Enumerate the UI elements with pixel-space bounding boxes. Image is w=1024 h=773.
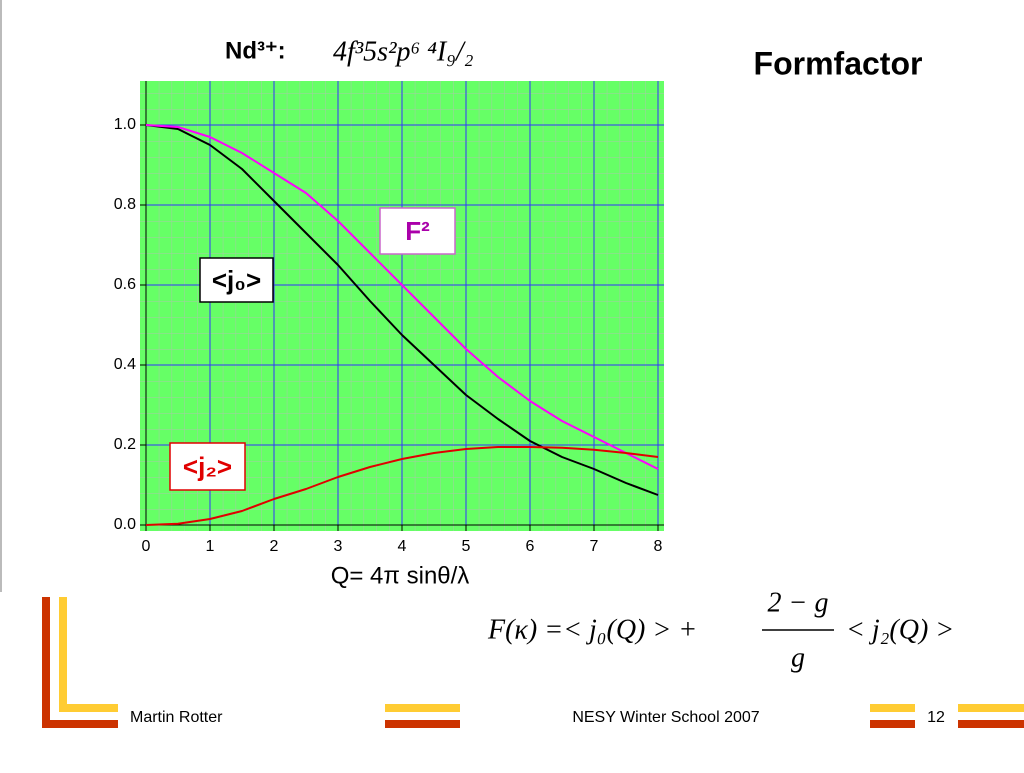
formula-rhs: < j₂(Q) > — [846, 614, 954, 645]
legend-box — [199, 257, 274, 303]
deco-bar — [870, 704, 915, 712]
chart-subtitle: 4f³5s²p⁶ ⁴I₉/₂ — [333, 36, 474, 67]
deco-bar — [42, 597, 50, 728]
x-tick-label: 1 — [206, 538, 215, 555]
formula-lhs: F(κ) =< j₀(Q) > + — [487, 614, 697, 645]
x-tick-label: 6 — [526, 538, 535, 555]
y-tick-label: 0.0 — [114, 516, 136, 533]
y-tick-label: 0.6 — [114, 276, 136, 293]
y-tick-label: 0.2 — [114, 436, 136, 453]
x-axis-label: Q= 4π sinθ/λ — [331, 562, 470, 589]
decoration — [42, 597, 1024, 728]
deco-bar — [59, 704, 118, 712]
footer-event: NESY Winter School 2007 — [572, 709, 759, 726]
y-tick-label: 1.0 — [114, 116, 136, 133]
x-tick-label: 4 — [398, 538, 407, 555]
x-tick-label: 2 — [270, 538, 279, 555]
legend-label: <j₂> — [183, 451, 232, 481]
legend-label: <j₀> — [212, 265, 261, 295]
x-tick-label: 8 — [654, 538, 663, 555]
x-tick-label: 5 — [462, 538, 471, 555]
x-tick-label: 3 — [334, 538, 343, 555]
x-tick-label: 0 — [142, 538, 151, 555]
deco-bar — [59, 597, 67, 712]
series-line — [145, 124, 659, 470]
deco-bar — [385, 704, 460, 712]
deco-bar — [958, 720, 1024, 728]
formula: F(κ) =< j₀(Q) > + 2 − g g < j₂(Q) > — [487, 587, 954, 673]
legend-label: F² — [405, 216, 430, 246]
formula-numerator: 2 − g — [768, 587, 829, 618]
series-line — [145, 124, 659, 496]
x-tick-label: 7 — [590, 538, 599, 555]
y-tick-label: 0.4 — [114, 356, 136, 373]
y-tick-label: 0.8 — [114, 196, 136, 213]
deco-bar — [958, 704, 1024, 712]
heading: Formfactor — [754, 45, 923, 81]
series-line — [145, 446, 659, 526]
formula-denominator: g — [791, 642, 805, 673]
footer-author: Martin Rotter — [130, 709, 223, 726]
deco-bar — [870, 720, 915, 728]
footer-page: 12 — [927, 709, 945, 726]
deco-bar — [385, 720, 460, 728]
legend-box — [169, 442, 246, 491]
legend-box — [379, 207, 456, 255]
plot: 0 1 2 3 4 5 6 7 8 0.0 0.2 0.4 0.6 0.8 1.0 <j₀> F² <j₂> — [114, 81, 664, 555]
deco-bar — [42, 720, 118, 728]
chart-title: Nd³⁺: — [225, 37, 286, 64]
